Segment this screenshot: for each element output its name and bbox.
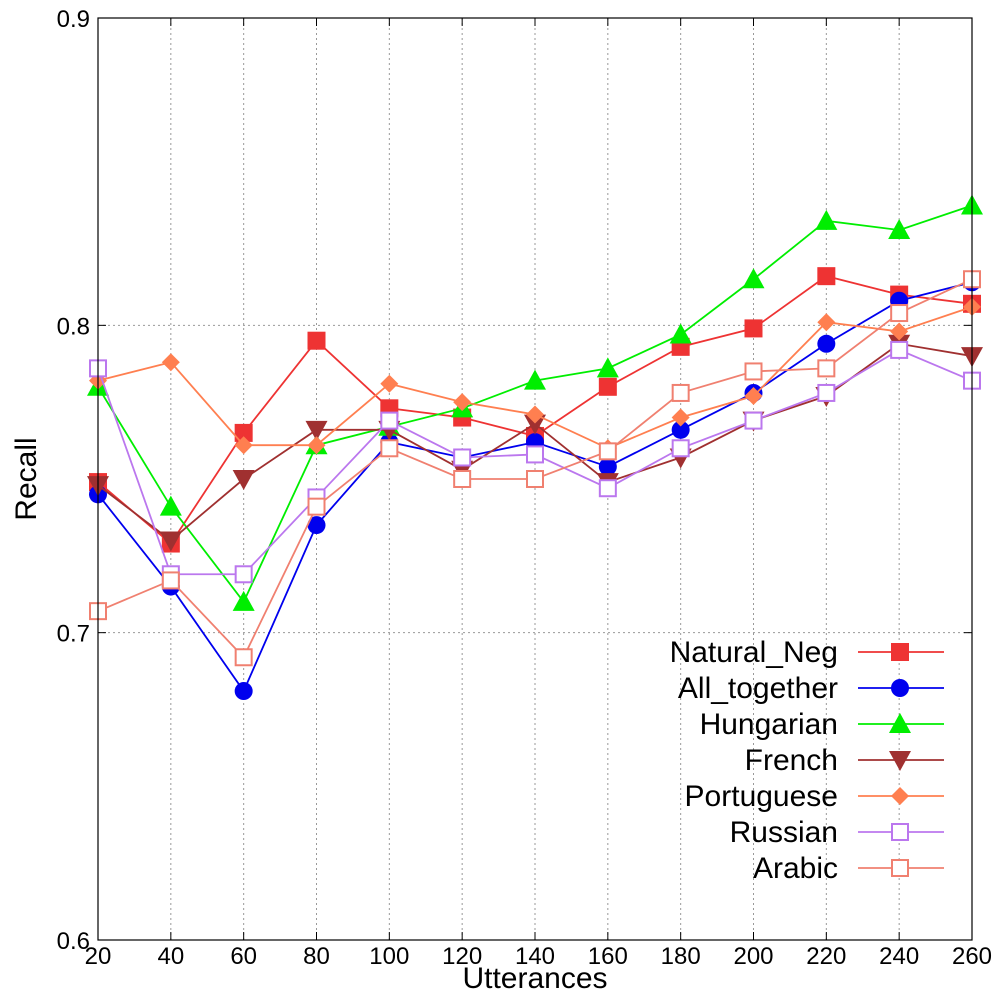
- data-point: [524, 369, 546, 390]
- data-point: [817, 334, 836, 353]
- data-point: [744, 387, 763, 406]
- legend-marker: [891, 679, 909, 697]
- data-point: [307, 516, 326, 535]
- data-point: [453, 448, 472, 467]
- data-point: [234, 423, 253, 442]
- legend-marker: [891, 859, 909, 877]
- data-point: [598, 457, 617, 476]
- data-point: [159, 495, 182, 516]
- legend-marker: [891, 787, 909, 805]
- x-tick-label: 240: [879, 943, 919, 970]
- series-layer: [87, 194, 983, 701]
- x-tick-label: 120: [442, 943, 482, 970]
- x-tick-label: 20: [85, 943, 112, 970]
- data-point: [380, 411, 399, 430]
- x-tick-label: 220: [806, 943, 846, 970]
- data-point: [744, 362, 763, 381]
- x-tick-label: 180: [661, 943, 701, 970]
- data-point: [380, 374, 399, 393]
- x-tick-label: 160: [588, 943, 628, 970]
- data-point: [669, 323, 692, 344]
- data-point: [453, 393, 472, 412]
- legend-entry: Hungarian: [700, 708, 944, 741]
- data-point: [598, 479, 617, 498]
- data-point: [307, 331, 326, 350]
- legend-marker: [889, 713, 911, 733]
- data-point: [526, 470, 544, 488]
- data-point: [890, 304, 909, 323]
- data-point: [742, 268, 765, 289]
- data-point: [817, 267, 836, 286]
- data-point: [453, 470, 472, 488]
- x-axis-label: Utterances: [462, 962, 607, 995]
- data-point: [815, 209, 838, 230]
- y-tick-label: 0.6: [57, 928, 90, 955]
- legend-label: Russian: [730, 816, 838, 849]
- legend-entry: Arabic: [753, 852, 944, 885]
- legend-label: Portuguese: [685, 780, 838, 813]
- x-tick-label: 100: [369, 943, 409, 970]
- x-tick-label: 80: [303, 943, 330, 970]
- data-point: [671, 408, 690, 427]
- data-point: [817, 359, 836, 378]
- legend-label: All_together: [678, 672, 838, 705]
- legend-entry: Natural_Neg: [670, 636, 944, 669]
- x-tick-label: 60: [230, 943, 257, 970]
- y-tick-label: 0.8: [57, 313, 90, 340]
- y-axis-label: Recall: [10, 437, 43, 520]
- data-point: [161, 571, 180, 590]
- y-tick-label: 0.7: [57, 621, 90, 648]
- data-point: [598, 377, 617, 396]
- data-point: [817, 383, 836, 402]
- data-point: [598, 442, 617, 461]
- data-point: [159, 531, 182, 552]
- data-point: [744, 411, 763, 430]
- legend-marker: [891, 823, 909, 841]
- data-point: [161, 353, 180, 372]
- data-point: [890, 340, 909, 359]
- data-point: [307, 436, 326, 455]
- ticks-layer: 20 40 60 80 100 120 140 160 180 200 220 240 260 0.6 0.…: [57, 6, 992, 970]
- x-tick-label: 200: [733, 943, 773, 970]
- x-tick-label: 260: [952, 943, 992, 970]
- x-tick-label: 40: [157, 943, 184, 970]
- data-point: [524, 414, 546, 435]
- data-point: [888, 219, 911, 240]
- data-point: [744, 319, 763, 338]
- data-point: [234, 682, 253, 701]
- legend-entry: Portuguese: [685, 780, 944, 813]
- legend-entry: French: [745, 744, 944, 777]
- data-point: [232, 470, 255, 490]
- legend-entry: All_together: [678, 672, 944, 705]
- data-point: [526, 405, 544, 424]
- legend-label: Natural_Neg: [670, 636, 838, 669]
- legend: Natural_NegAll_togetherHungarianFrenchPo…: [670, 636, 944, 885]
- data-point: [671, 383, 690, 402]
- data-point: [596, 357, 619, 378]
- data-point: [671, 439, 690, 458]
- data-point: [234, 565, 253, 584]
- legend-marker: [891, 643, 909, 661]
- data-point: [307, 497, 326, 516]
- data-point: [817, 313, 836, 332]
- data-point: [380, 439, 399, 458]
- x-tick-label: 140: [515, 943, 555, 970]
- legend-label: Arabic: [753, 852, 838, 885]
- data-point: [232, 590, 255, 611]
- data-point: [890, 322, 909, 341]
- legend-label: Hungarian: [700, 708, 838, 741]
- legend-entry: Russian: [730, 816, 944, 849]
- data-point: [305, 420, 328, 441]
- data-point: [234, 648, 253, 667]
- legend-marker: [889, 751, 911, 771]
- y-tick-label: 0.9: [57, 6, 90, 33]
- data-point: [526, 445, 544, 464]
- data-point: [234, 436, 253, 455]
- data-point: [671, 420, 690, 439]
- legend-label: French: [745, 744, 838, 777]
